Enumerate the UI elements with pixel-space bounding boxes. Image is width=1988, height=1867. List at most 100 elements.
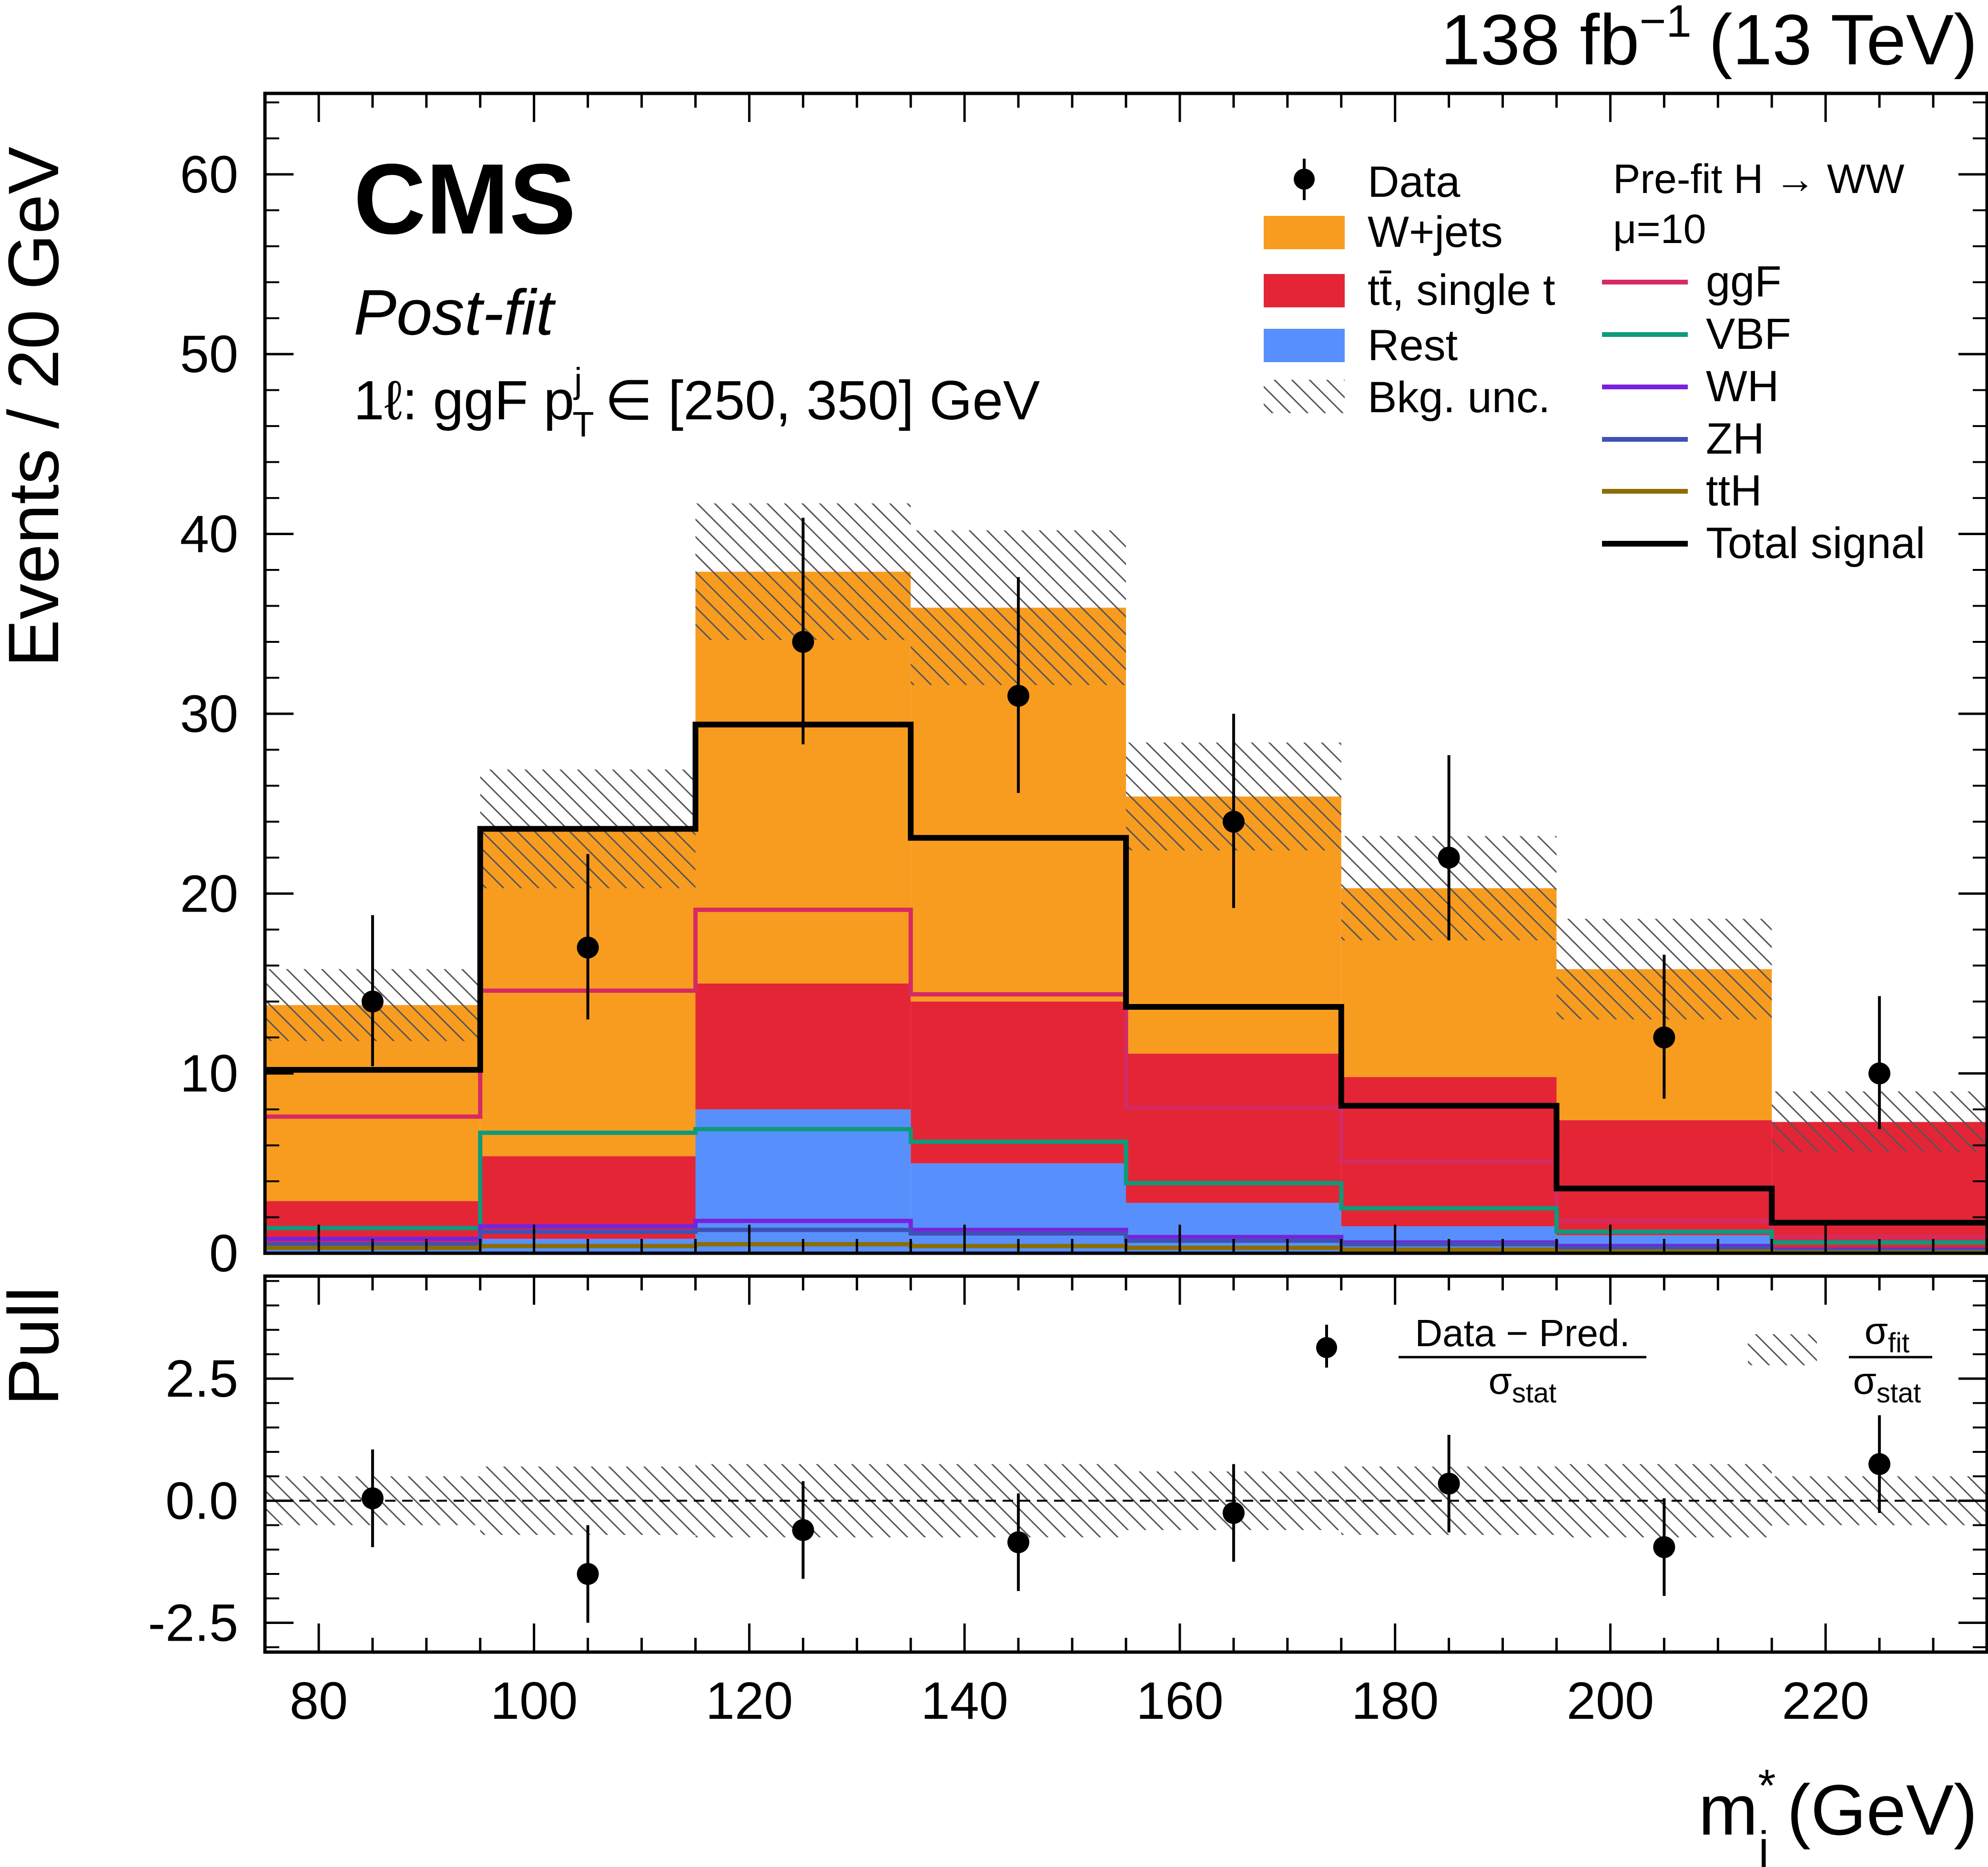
legend-data-label: Data (1368, 158, 1461, 206)
legend: Data W+jets tt̄, single t Rest Bkg. unc.… (1264, 156, 1925, 568)
energy-label: (13 TeV) (1709, 0, 1978, 80)
main-ytick-label-6: 60 (180, 145, 238, 204)
pull-legend-fit-denominator: σstat (1853, 1360, 1921, 1409)
pull-ytick-label-2: 2.5 (165, 1350, 238, 1408)
legend-rest-label: Rest (1368, 321, 1458, 370)
lumi-exponent: −1 (1639, 0, 1691, 47)
main-ytick-label-5: 50 (180, 325, 238, 384)
x-tick-label-6: 200 (1567, 1672, 1654, 1730)
region-label-post: ∈ [250, 350] GeV (605, 369, 1040, 431)
pull-axis-ticks: 80 100 120 140 160 180 200 220 -2.5 0.0 2.5 (148, 1276, 1988, 1730)
legend-total-label: Total signal (1706, 519, 1925, 568)
main-ytick-label-4: 40 (180, 505, 238, 564)
x-axis-title-sub: j (1757, 1822, 1769, 1867)
stack-bar-tt-single-t-4 (1126, 1054, 1341, 1203)
legend-ggf-label: ggF (1706, 257, 1782, 306)
svg-text:m*j(GeV): m* j (GeV) (1698, 1760, 1978, 1867)
pull-point-1 (577, 1563, 599, 1585)
stack-bar-tt-single-t-2 (695, 983, 911, 1110)
pull-legend-fit-numerator: σfit (1865, 1309, 1910, 1359)
pull-point-4 (1222, 1502, 1245, 1524)
main-ytick-label-2: 20 (180, 864, 238, 923)
legend-bkgunc-swatch (1264, 380, 1345, 413)
stack-bar-rest-3 (911, 1163, 1126, 1253)
stack-bar-tt-single-t-5 (1341, 1077, 1557, 1227)
region-label-pre: 1ℓ: ggF p (354, 369, 574, 431)
legend-vbf-label: VBF (1706, 310, 1791, 358)
pull-axis-title: Pull (0, 1287, 73, 1406)
pull-legend-numerator: Data − Pred. (1415, 1312, 1630, 1354)
y-axis-title: Events / 20 GeV (0, 147, 73, 667)
pull-legend-fit-sub: fit (1888, 1328, 1909, 1359)
data-point-0 (361, 990, 384, 1013)
data-point-4 (1222, 811, 1245, 833)
main-ytick-label-3: 30 (180, 685, 238, 743)
x-axis-title-unit: (GeV) (1787, 1770, 1978, 1850)
legend-tt-label: tt̄, single t (1368, 266, 1555, 315)
data-point-5 (1438, 846, 1460, 869)
legend-rest-swatch (1264, 329, 1345, 362)
stack-bar-tt-single-t-3 (911, 1001, 1126, 1164)
stack-bar-tt-single-t-6 (1556, 1120, 1772, 1236)
pull-point-0 (361, 1487, 384, 1510)
pull-point-3 (1007, 1531, 1030, 1553)
legend-mu: μ=10 (1613, 206, 1706, 252)
x-tick-label-0: 80 (290, 1672, 348, 1730)
main-ytick-label-0: 0 (209, 1224, 238, 1283)
pull-point-5 (1438, 1472, 1460, 1495)
pull-points (361, 1415, 1891, 1623)
legend-tt-swatch (1264, 274, 1345, 307)
x-tick-label-3: 140 (921, 1672, 1008, 1730)
region-label-sub: T (573, 405, 594, 444)
x-tick-label-7: 220 (1782, 1672, 1869, 1730)
pull-point-7 (1868, 1453, 1891, 1475)
lumi-label: 138 fb (1440, 0, 1639, 80)
legend-wjets-swatch (1264, 216, 1345, 249)
data-points (361, 517, 1891, 1129)
pull-legend-hatch-swatch (1748, 1334, 1817, 1365)
x-tick-label-4: 160 (1136, 1672, 1224, 1730)
data-point-6 (1653, 1026, 1675, 1049)
pull-legend: Data − Pred. σstat σfit σstat (1316, 1309, 1932, 1409)
postfit-label: Post-fit (354, 276, 557, 348)
main-axis-ticks: 0 10 20 30 40 50 60 (180, 93, 1988, 1283)
data-point-7 (1868, 1062, 1891, 1085)
pull-legend-denominator: σstat (1489, 1360, 1557, 1409)
region-label-sup: j (573, 361, 582, 400)
data-point-2 (792, 630, 814, 653)
pull-legend-fit-den-sigma: σ (1853, 1360, 1876, 1402)
x-axis-title-symbol: m (1698, 1770, 1758, 1850)
x-tick-label-1: 100 (490, 1672, 578, 1730)
legend-wh-label: WH (1706, 362, 1779, 411)
pull-legend-marker (1316, 1337, 1337, 1358)
data-point-3 (1007, 685, 1030, 707)
signal-line-total-signal (265, 721, 1987, 1226)
data-point-1 (577, 936, 599, 959)
pull-point-6 (1653, 1536, 1675, 1558)
legend-data-marker (1294, 169, 1315, 190)
legend-signal-title: Pre-fit H → WW (1613, 156, 1905, 202)
pull-legend-fit-den-sub: stat (1876, 1378, 1921, 1409)
legend-wjets-label: W+jets (1368, 208, 1503, 256)
pull-legend-den-sub: stat (1512, 1378, 1557, 1409)
pull-ytick-label-1: 0.0 (165, 1471, 238, 1530)
pull-frame (263, 1274, 1988, 1654)
signal-line-vbf (265, 1127, 1987, 1245)
x-axis-title-sup: * (1758, 1760, 1775, 1811)
cms-logo-text: CMS (354, 143, 576, 255)
main-plot-area (265, 503, 1987, 1253)
pull-plot-area (265, 1415, 1987, 1623)
svg-text:138 fb−1(13 TeV): 138 fb−1 (13 TeV) (1440, 0, 1978, 80)
legend-tth-label: ttH (1706, 467, 1762, 515)
pull-legend-fit-sigma: σ (1865, 1309, 1888, 1352)
legend-zh-label: ZH (1706, 415, 1765, 463)
x-tick-label-5: 180 (1351, 1672, 1439, 1730)
main-frame (263, 91, 1988, 1255)
pull-ytick-label-0: -2.5 (148, 1594, 238, 1653)
pull-legend-den-sigma: σ (1489, 1360, 1512, 1402)
x-tick-label-2: 120 (706, 1672, 793, 1730)
region-label: 1ℓ: ggF pj T ∈ [250, 350] GeV (354, 361, 1040, 444)
pull-point-2 (792, 1519, 814, 1541)
main-ytick-label-1: 10 (180, 1045, 238, 1103)
